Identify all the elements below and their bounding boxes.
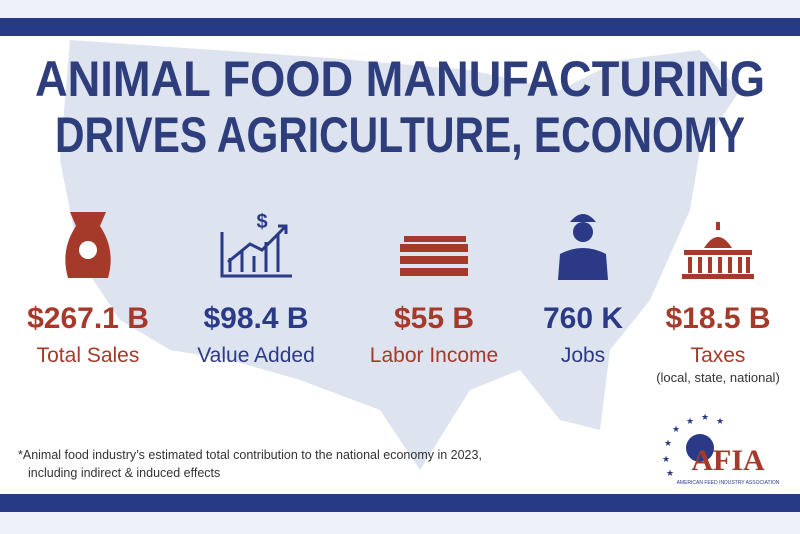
stat-value: $55 B: [394, 302, 474, 335]
stat-label: Labor Income: [370, 344, 498, 367]
stat-value: $18.5 B: [665, 302, 770, 335]
stat-value: 760 K: [543, 302, 623, 335]
footnote: including indirect & induced effects: [28, 466, 220, 480]
svg-text:★: ★: [686, 416, 694, 426]
title-line: DRIVES AGRICULTURE, ECONOMY: [55, 107, 745, 163]
stat-label: Total Sales: [37, 344, 140, 367]
footnote: *Animal food industry’s estimated total …: [18, 448, 482, 462]
sack-icon: [65, 212, 111, 278]
logo: ★★ ★ ★★★★ AFIA AMERICAN FEED INDUSTRY ASSO…: [662, 412, 780, 486]
svg-text:★: ★: [716, 416, 724, 426]
us-map: [60, 40, 740, 470]
worker-icon: [558, 214, 608, 280]
logo-tagline: AMERICAN FEED INDUSTRY ASSOCIATION: [677, 480, 780, 486]
stat-label: Taxes: [691, 344, 746, 367]
svg-text:★: ★: [666, 468, 674, 478]
stat-note: (local, state, national): [656, 370, 780, 385]
stat-value: $98.4 B: [203, 302, 308, 335]
stat-label: Value Added: [197, 344, 315, 367]
chart-icon: $: [220, 211, 292, 278]
stat-label: Jobs: [561, 344, 605, 367]
svg-text:★: ★: [672, 424, 680, 434]
svg-text:★: ★: [664, 438, 672, 448]
money-icon: [400, 236, 468, 276]
stat-value: $267.1 B: [27, 302, 149, 335]
bottom-bar: [0, 494, 800, 512]
svg-text:★: ★: [662, 454, 670, 464]
title-line: ANIMAL FOOD MANUFACTURING: [35, 51, 765, 107]
capitol-icon: [682, 222, 754, 279]
top-bar: [0, 18, 800, 36]
logo-name: AFIA: [691, 444, 765, 477]
svg-text:$: $: [256, 211, 267, 233]
svg-text:★: ★: [701, 412, 709, 422]
